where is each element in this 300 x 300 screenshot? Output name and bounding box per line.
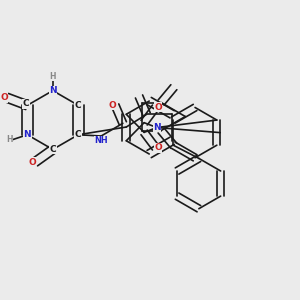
Text: O: O [154,143,162,152]
Text: O: O [0,93,8,102]
Text: O: O [108,101,116,110]
Text: N: N [49,86,57,95]
Text: O: O [154,103,162,112]
Text: H: H [50,72,56,81]
Text: C: C [22,99,29,108]
Text: O: O [28,158,36,167]
Text: H: H [6,135,12,144]
Text: C: C [50,145,56,154]
Text: N: N [23,130,31,139]
Text: NH: NH [94,136,108,145]
Text: C: C [75,101,82,110]
Text: C: C [75,130,82,139]
Text: N: N [153,123,161,132]
